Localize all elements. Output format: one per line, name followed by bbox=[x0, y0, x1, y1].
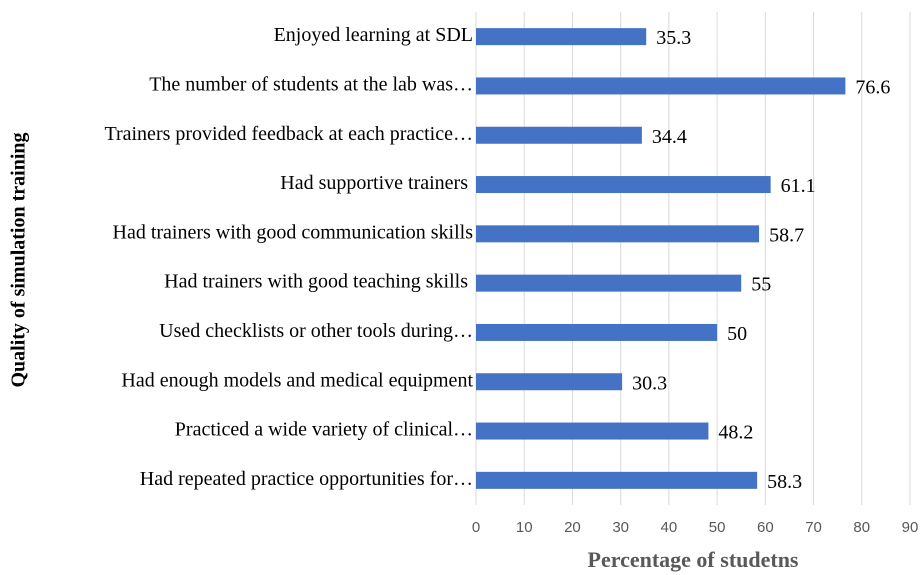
bar bbox=[476, 373, 623, 391]
y-tick-label: Had trainers with good teaching skills bbox=[164, 271, 473, 293]
bar bbox=[476, 77, 846, 95]
bar bbox=[476, 126, 642, 144]
data-label: 30.3 bbox=[632, 372, 667, 394]
bar bbox=[476, 323, 718, 341]
data-label: 61.1 bbox=[781, 175, 816, 197]
y-tick-label: Had enough models and medical equipment bbox=[121, 369, 473, 391]
y-tick-label: Had trainers with good communication ski… bbox=[113, 221, 474, 243]
data-label: 58.7 bbox=[769, 224, 804, 246]
x-tick-label: 50 bbox=[709, 519, 726, 536]
bar bbox=[476, 274, 742, 292]
x-tick-label: 30 bbox=[612, 519, 629, 536]
data-label: 55 bbox=[751, 274, 771, 296]
bar bbox=[476, 28, 647, 46]
data-label: 35.3 bbox=[656, 27, 691, 49]
x-axis-title: Percentage of studetns bbox=[588, 547, 799, 572]
x-tick-label: 90 bbox=[902, 519, 919, 536]
y-tick-label: Practiced a wide variety of clinical… bbox=[175, 419, 473, 441]
data-label: 58.3 bbox=[767, 471, 802, 493]
x-tick-label: 10 bbox=[516, 519, 533, 536]
y-tick-label: Enjoyed learning at SDL bbox=[274, 24, 473, 46]
bar bbox=[476, 176, 771, 194]
data-label: 76.6 bbox=[855, 77, 890, 99]
x-tick-label: 60 bbox=[757, 519, 774, 536]
bar bbox=[476, 422, 709, 440]
x-tick-label: 40 bbox=[661, 519, 678, 536]
x-tick-label: 80 bbox=[853, 519, 870, 536]
x-tick-label: 70 bbox=[805, 519, 822, 536]
y-tick-label: The number of students at the lab was… bbox=[149, 74, 473, 96]
y-tick-label: Had supportive trainers bbox=[280, 172, 473, 194]
y-tick-label: Used checklists or other tools during… bbox=[159, 320, 473, 342]
data-label: 48.2 bbox=[718, 422, 753, 444]
bar bbox=[476, 471, 758, 489]
data-label: 34.4 bbox=[652, 126, 687, 148]
y-axis-title: Quality of simulation training bbox=[8, 132, 30, 387]
data-label: 50 bbox=[727, 323, 747, 345]
x-tick-label: 0 bbox=[472, 519, 480, 536]
y-tick-label: Trainers provided feedback at each pract… bbox=[104, 123, 473, 145]
y-tick-label: Had repeated practice opportunities for… bbox=[140, 468, 473, 490]
bar bbox=[476, 225, 760, 243]
x-tick-label: 20 bbox=[564, 519, 581, 536]
